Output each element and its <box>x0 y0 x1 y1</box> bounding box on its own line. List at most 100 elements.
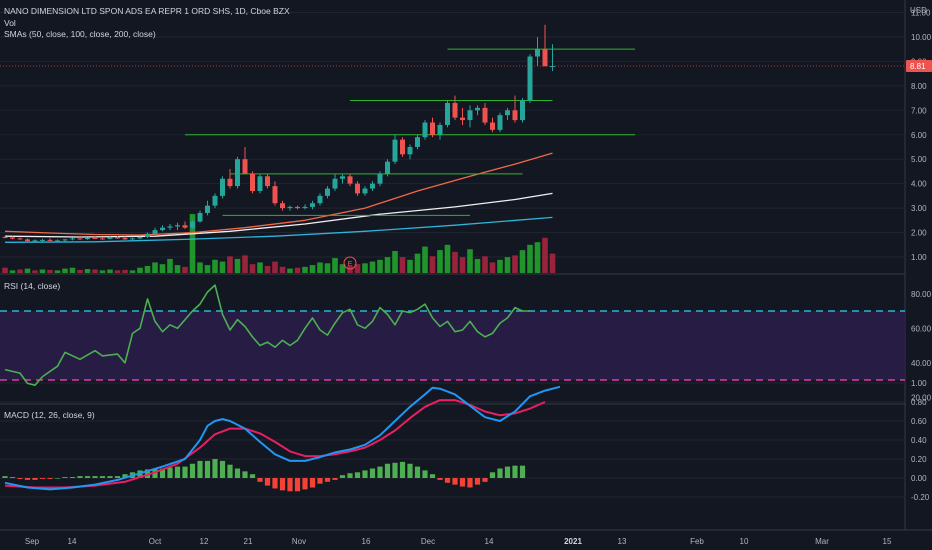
macd-histogram-bar <box>17 478 23 479</box>
macd-histogram-bar <box>257 478 263 482</box>
macd-legend[interactable]: MACD (12, 26, close, 9) <box>4 410 95 420</box>
macd-histogram-bar <box>354 472 361 478</box>
macd-histogram-bar <box>122 474 128 478</box>
volume-bar <box>302 266 308 273</box>
macd-histogram-bar <box>159 468 166 478</box>
price-tick-label: 7.00 <box>911 106 927 115</box>
candle-body <box>497 115 503 130</box>
macd-histogram-bar <box>54 478 61 479</box>
macd-histogram-bar <box>69 477 76 478</box>
volume-bar <box>482 256 488 273</box>
volume-bar <box>339 264 346 273</box>
volume-bar <box>159 264 166 273</box>
sma-legend[interactable]: SMAs (50, close, 100, close, 200, close) <box>4 29 156 39</box>
candle-body <box>55 240 60 242</box>
price-tick-label: 6.00 <box>911 131 927 140</box>
time-tick-label: Oct <box>149 537 162 546</box>
candle-body <box>227 178 233 187</box>
volume-bar <box>324 263 331 273</box>
macd-histogram-bar <box>167 467 173 478</box>
time-tick-label: 10 <box>740 537 749 546</box>
volume-bar <box>377 259 383 273</box>
macd-histogram-bar <box>317 478 323 484</box>
macd-histogram-bar <box>437 478 443 480</box>
candle-body <box>452 102 458 118</box>
candle-body <box>422 122 428 138</box>
volume-legend[interactable]: Vol <box>4 18 16 28</box>
candle-body <box>100 238 105 240</box>
candle-body <box>25 239 30 242</box>
candle-body <box>107 237 113 239</box>
candle-body <box>362 188 368 194</box>
volume-bar <box>114 270 121 273</box>
volume-bar <box>504 257 511 273</box>
candle-body <box>295 206 300 209</box>
volume-bar <box>414 253 421 273</box>
volume-bar <box>309 265 316 273</box>
macd-histogram-bar <box>414 466 421 478</box>
macd-histogram-bar <box>429 474 436 478</box>
earnings-marker[interactable]: E <box>348 261 353 268</box>
macd-histogram-bar <box>362 470 368 478</box>
time-tick-label: 14 <box>68 537 77 546</box>
candle-body <box>385 161 390 174</box>
time-tick-label: 14 <box>485 537 494 546</box>
candle-body <box>40 239 45 241</box>
candle-body <box>220 178 225 196</box>
candle-body <box>490 122 495 130</box>
candle-body <box>482 107 488 123</box>
price-tick-label: 2.00 <box>911 229 927 238</box>
macd-histogram-bar <box>182 466 188 478</box>
macd-histogram-bar <box>264 478 271 486</box>
symbol-title[interactable]: NANO DIMENSION LTD SPON ADS EA REPR 1 OR… <box>4 6 290 16</box>
candle-body <box>325 188 330 196</box>
volume-bar <box>257 262 263 273</box>
macd-histogram-bar <box>279 478 286 491</box>
time-tick-label: Sep <box>25 537 40 546</box>
volume-bar <box>219 261 226 273</box>
time-tick-label: 2021 <box>564 537 582 546</box>
volume-bar <box>152 262 158 273</box>
candle-body <box>182 225 188 228</box>
last-price-badge <box>906 60 932 73</box>
macd-histogram-bar <box>369 468 376 478</box>
macd-histogram-bar <box>459 478 466 487</box>
candle-body <box>85 237 90 240</box>
candle-body <box>92 237 98 239</box>
sma-100-line <box>4 192 553 238</box>
volume-bar <box>242 255 248 273</box>
volume-bar <box>182 266 188 273</box>
candle-body <box>475 107 480 111</box>
candle-body <box>250 173 255 191</box>
price-tick-label: 5.00 <box>911 155 927 164</box>
volume-bar <box>422 246 428 273</box>
volume-bar <box>54 270 61 273</box>
candle-body <box>400 139 405 155</box>
candle-body <box>332 178 338 189</box>
volume-bar <box>69 267 76 273</box>
sma-200-line <box>4 216 553 243</box>
macd-histogram-bar <box>99 476 106 478</box>
candle-body <box>212 195 218 206</box>
macd-histogram-bar <box>249 474 256 478</box>
macd-histogram-bar <box>47 478 53 479</box>
candle-body <box>70 238 75 240</box>
macd-histogram-bar <box>504 466 511 478</box>
volume-bar <box>467 249 473 273</box>
volume-bar <box>272 261 278 273</box>
rsi-legend[interactable]: RSI (14, close) <box>4 281 61 291</box>
candle-body <box>190 221 195 228</box>
macd-histogram-bar <box>234 468 241 478</box>
macd-histogram-bar <box>512 465 518 478</box>
macd-histogram-bar <box>302 478 308 490</box>
macd-tick-label: -0.20 <box>911 493 930 502</box>
macd-histogram-bar <box>497 468 503 478</box>
candle-body <box>505 110 510 116</box>
time-tick-label: Dec <box>421 537 435 546</box>
time-tick-label: 21 <box>244 537 253 546</box>
candle-body <box>160 227 165 231</box>
grid-lines <box>0 0 932 531</box>
volume-bar <box>99 270 106 273</box>
macd-histogram-bar <box>399 461 406 478</box>
candle-body <box>535 49 540 57</box>
